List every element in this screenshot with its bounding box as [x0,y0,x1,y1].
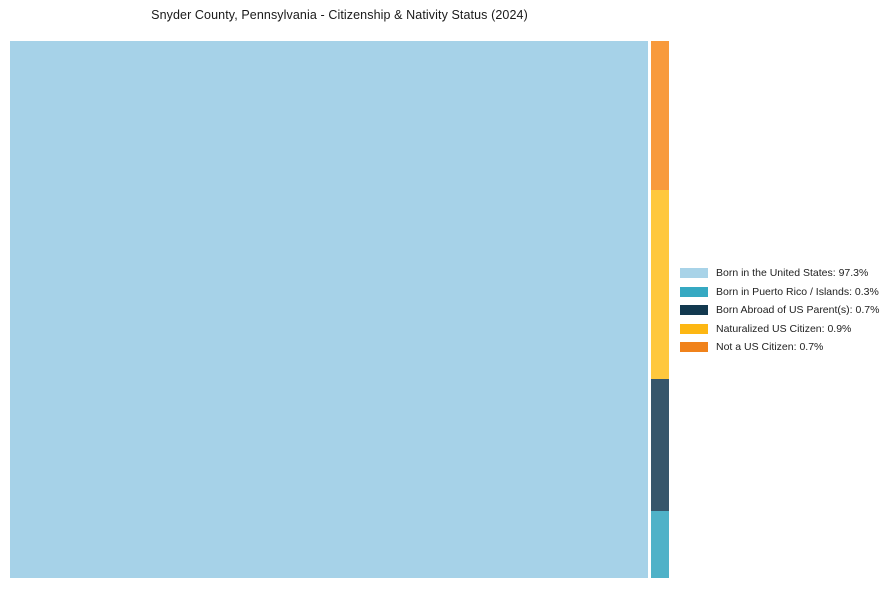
treemap-minor-column [651,41,669,578]
legend-swatch [680,323,708,334]
legend-item-born-in-puerto-rico-islands[interactable]: Born in Puerto Rico / Islands: 0.3% [680,283,879,302]
legend-swatch [680,286,708,297]
legend-item-born-in-the-united-states[interactable]: Born in the United States: 97.3% [680,264,879,283]
legend-label: Not a US Citizen: 0.7% [716,341,824,353]
legend-item-naturalized-us-citizen[interactable]: Naturalized US Citizen: 0.9% [680,320,879,339]
chart-title: Snyder County, Pennsylvania - Citizenshi… [151,8,528,22]
legend-label: Born in the United States: 97.3% [716,267,869,279]
legend-label: Born in Puerto Rico / Islands: 0.3% [716,285,879,298]
legend-label: Naturalized US Citizen: 0.9% [716,322,852,335]
legend-swatch [680,342,708,353]
treemap-tile-naturalized-us-citizen[interactable] [651,190,669,379]
legend-label: Born Abroad of US Parent(s): 0.7% [716,304,880,316]
treemap-tile-born-in-puerto-rico-islands[interactable] [651,511,669,578]
treemap-tile-born-in-the-united-states[interactable] [10,41,648,578]
legend-swatch [680,268,708,279]
treemap-tile-born-abroad-of-us-parents[interactable] [651,379,669,511]
legend-item-not-a-us-citizen[interactable]: Not a US Citizen: 0.7% [680,338,879,357]
treemap-tile-not-a-us-citizen[interactable] [651,41,669,190]
chart-legend: Born in the United States: 97.3% Born in… [680,264,879,357]
legend-swatch [680,305,708,316]
legend-item-born-abroad-of-us-parents[interactable]: Born Abroad of US Parent(s): 0.7% [680,301,879,320]
